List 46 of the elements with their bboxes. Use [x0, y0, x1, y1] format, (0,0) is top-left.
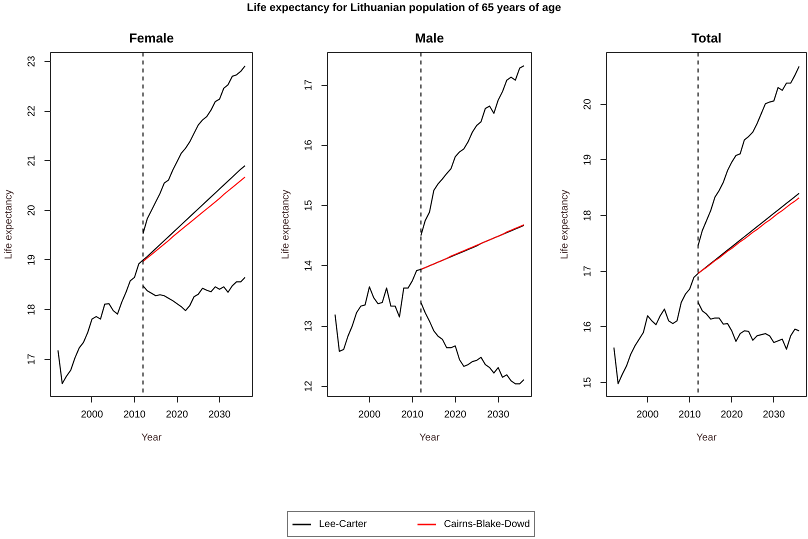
y-tick-label: 19 — [582, 154, 594, 166]
x-tick-label: 2010 — [678, 410, 702, 420]
y-tick-label: 18 — [26, 304, 38, 316]
y-tick-label: 21 — [26, 154, 38, 166]
legend-label: Lee-Carter — [319, 518, 367, 532]
x-tick-label: 2000 — [80, 410, 104, 420]
y-tick-label: 13 — [304, 320, 314, 332]
y-tick-label: 14 — [304, 260, 314, 272]
x-tick-label: 2020 — [166, 410, 189, 420]
y-tick-label: 23 — [26, 55, 38, 67]
y-axis-title: Life expectancy — [4, 190, 14, 260]
y-tick-label: 17 — [304, 79, 314, 91]
x-tick-label: 2030 — [208, 410, 232, 420]
x-tick-label: 2000 — [358, 410, 381, 420]
y-tick-label: 17 — [582, 265, 594, 277]
x-tick-label: 2010 — [401, 410, 424, 420]
y-tick-label: 16 — [582, 320, 594, 332]
chart-title: Life expectancy for Lithuanian population of 65 years of age — [246, 1, 562, 16]
x-axis-title: Year — [141, 432, 162, 444]
y-axis-title: Life expectancy — [280, 190, 292, 260]
chart-subtitle: Male — [415, 30, 444, 46]
y-tick-label: 15 — [582, 376, 594, 388]
y-tick-label: 17 — [26, 353, 38, 365]
y-tick-label: 12 — [304, 380, 314, 392]
line-series — [698, 197, 800, 274]
y-axis-title: Life expectancy — [560, 190, 570, 260]
x-axis-title: Year — [696, 432, 718, 444]
y-tick-label: 18 — [582, 210, 594, 222]
y-tick-label: 20 — [26, 204, 38, 216]
x-tick-label: 2030 — [487, 410, 510, 420]
x-tick-label: 2010 — [123, 410, 146, 420]
y-tick-label: 16 — [304, 139, 314, 151]
legend-label: Cairns-Blake-Dowd — [444, 518, 530, 532]
x-tick-label: 2020 — [720, 410, 744, 420]
y-tick-label: 15 — [304, 200, 314, 212]
x-tick-label: 2020 — [444, 410, 467, 420]
y-tick-label: 22 — [26, 105, 38, 117]
y-tick-label: 19 — [26, 254, 38, 266]
x-axis-title: Year — [419, 432, 440, 444]
x-tick-label: 2030 — [762, 410, 786, 420]
chart-subtitle: Female — [129, 30, 174, 46]
line-series — [142, 176, 246, 262]
y-tick-label: 20 — [582, 98, 594, 110]
chart-subtitle: Total — [691, 30, 722, 46]
line-series — [420, 224, 524, 270]
x-tick-label: 2000 — [636, 410, 660, 420]
